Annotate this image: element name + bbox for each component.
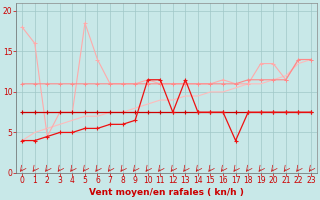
X-axis label: Vent moyen/en rafales ( kn/h ): Vent moyen/en rafales ( kn/h ) bbox=[89, 188, 244, 197]
